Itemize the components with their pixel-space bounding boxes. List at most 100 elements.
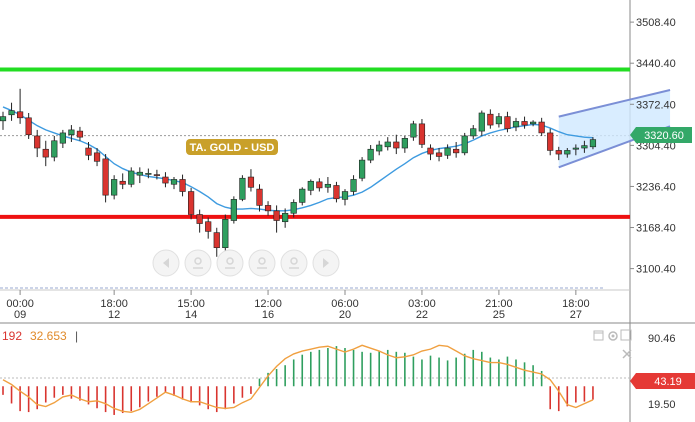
panel-close-icon[interactable] <box>620 329 632 341</box>
control-glyph <box>226 257 234 265</box>
price-tick-label: 3372.40 <box>636 99 676 111</box>
channel-upper-line <box>558 89 671 118</box>
candle-body <box>153 174 161 176</box>
osc-header-value-2: 32.653 <box>30 329 67 343</box>
date-tick-label: 12 <box>108 309 120 321</box>
osc-axis-ticks: 90.46 19.50 <box>648 333 676 411</box>
moving-average-layer <box>2 106 593 212</box>
date-tick-label: 16 <box>262 309 274 321</box>
time-tick-label: 18:00 <box>100 298 128 310</box>
chart-controls[interactable] <box>152 249 340 277</box>
candle-body <box>376 144 383 152</box>
candle-body <box>145 173 152 175</box>
pan-icon[interactable] <box>280 249 308 277</box>
candle-body <box>230 199 237 221</box>
candle-body <box>358 159 366 179</box>
candle-body <box>42 148 49 158</box>
panel-window-icon[interactable] <box>593 330 604 341</box>
time-tick-label: 21:00 <box>485 298 513 310</box>
candle-body <box>461 135 468 154</box>
osc-last-tag: 43.19 <box>630 373 695 389</box>
candle-body <box>76 130 84 138</box>
control-glyph <box>163 258 169 268</box>
osc-header-separator: | <box>75 329 78 343</box>
oscillator-signal-line <box>2 344 594 413</box>
candle-body <box>444 147 451 156</box>
control-glyph <box>258 257 266 265</box>
candle-body <box>213 232 220 249</box>
time-tick-label: 06:00 <box>331 298 359 310</box>
candle-body <box>333 185 340 200</box>
panel-settings-icon[interactable] <box>608 331 618 341</box>
candle-body <box>205 221 212 232</box>
candle-body <box>504 116 511 129</box>
osc-last-text: 43.19 <box>654 376 682 388</box>
osc-header-value-1: 192 <box>2 329 22 343</box>
candle-body <box>470 128 477 137</box>
candle-body <box>410 123 417 138</box>
price-axis-ticks: 3100.40 3168.40 3236.40 3304.40 3372.40 3440.… <box>630 17 676 276</box>
time-tick-label: 00:00 <box>6 298 34 310</box>
candle-body <box>418 123 426 145</box>
pointer-icon[interactable] <box>184 249 212 277</box>
control-glyph <box>323 258 329 268</box>
candle-body <box>68 129 75 136</box>
candle-body <box>547 132 554 151</box>
date-tick-label: 25 <box>493 309 505 321</box>
crosshair-icon[interactable] <box>216 249 244 277</box>
price-tick-label: 3168.40 <box>636 223 676 235</box>
last-price-text: 3320.60 <box>644 130 684 142</box>
zoom-icon[interactable] <box>248 249 276 277</box>
price-levels <box>0 67 630 219</box>
candle-body <box>529 121 537 125</box>
candle-body <box>341 191 349 200</box>
candle-body <box>555 150 562 155</box>
time-axis: 00:000918:001215:001412:001606:002003:00… <box>6 290 590 321</box>
candle-body <box>119 180 126 185</box>
candle-body <box>453 148 460 154</box>
candle-body <box>0 116 7 122</box>
oscillator-signal-layer <box>2 344 594 413</box>
candle-body <box>538 121 545 134</box>
candle-body <box>299 188 306 203</box>
candle-body <box>512 121 520 128</box>
candle-body <box>324 183 332 188</box>
date-tick-label: 14 <box>185 309 197 321</box>
candle-body <box>102 158 109 196</box>
nav-right-icon[interactable] <box>312 249 340 277</box>
price-tick-label: 3304.40 <box>636 140 676 152</box>
candle-body <box>384 141 391 148</box>
time-tick-label: 18:00 <box>562 298 590 310</box>
price-tick-label: 3100.40 <box>636 264 676 276</box>
control-glyph <box>290 257 298 265</box>
candle-body <box>350 179 357 192</box>
candlestick-series <box>0 88 597 257</box>
candle-body <box>290 202 297 214</box>
candle-body <box>239 177 246 200</box>
candle-body <box>111 179 118 196</box>
candle-body <box>282 212 289 223</box>
date-tick-label: 27 <box>570 309 582 321</box>
control-circle <box>184 249 212 277</box>
candle-body <box>51 140 58 158</box>
candle-body <box>25 117 32 136</box>
control-circle <box>280 249 308 277</box>
candle-body <box>487 113 494 126</box>
control-circle <box>248 249 276 277</box>
candle-body <box>8 110 15 116</box>
oscillator-header: 192 32.653 | <box>2 329 78 343</box>
candle-body <box>16 111 24 119</box>
symbol-watermark: TA. GOLD - USD <box>186 139 278 155</box>
candle-body <box>393 141 400 149</box>
candle-body <box>478 112 485 132</box>
time-tick-label: 15:00 <box>177 298 205 310</box>
candle-body <box>564 150 571 155</box>
price-tick-label: 3440.40 <box>636 58 676 70</box>
panel-collapse-icon[interactable] <box>622 349 632 359</box>
watermark-text: TA. GOLD - USD <box>190 142 275 154</box>
nav-left-icon[interactable] <box>152 249 180 277</box>
osc-tick-bottom: 19.50 <box>648 399 676 411</box>
candle-body <box>521 121 528 126</box>
